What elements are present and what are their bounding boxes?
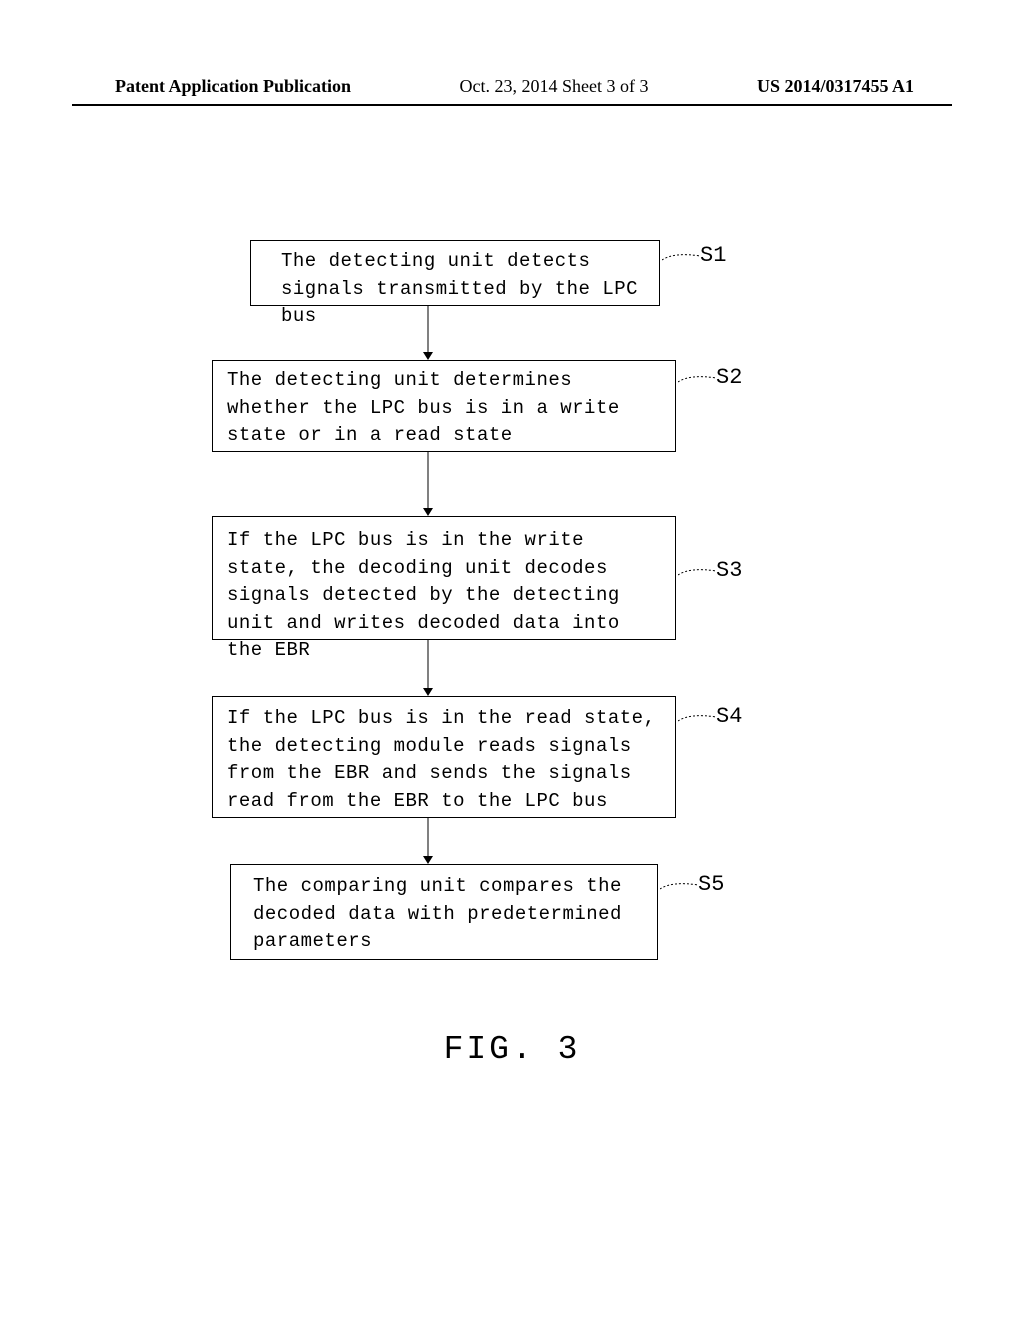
leader-line-icon bbox=[662, 246, 700, 266]
step-label: S4 bbox=[716, 704, 742, 729]
arrow-down-icon bbox=[423, 640, 433, 696]
flow-step-s1: The detecting unit detects signals trans… bbox=[250, 240, 660, 306]
leader-line-icon bbox=[678, 368, 716, 388]
header-right: US 2014/0317455 A1 bbox=[757, 76, 914, 97]
header-underline bbox=[72, 104, 952, 106]
step-label-group: S1 bbox=[662, 243, 726, 268]
arrow-down-icon bbox=[423, 306, 433, 360]
step-label: S5 bbox=[698, 872, 724, 897]
step-label-group: S4 bbox=[678, 704, 742, 729]
step-label: S1 bbox=[700, 243, 726, 268]
step-label: S2 bbox=[716, 365, 742, 390]
flow-box: If the LPC bus is in the write state, th… bbox=[212, 516, 676, 640]
step-label-group: S5 bbox=[660, 872, 724, 897]
step-label: S3 bbox=[716, 558, 742, 583]
page: Patent Application Publication Oct. 23, … bbox=[0, 0, 1024, 1320]
flow-box: The detecting unit determines whether th… bbox=[212, 360, 676, 452]
flow-step-s3: If the LPC bus is in the write state, th… bbox=[212, 516, 676, 640]
arrow-down-icon bbox=[423, 452, 433, 516]
page-header: Patent Application Publication Oct. 23, … bbox=[0, 76, 1024, 97]
flow-box: The comparing unit compares the decoded … bbox=[230, 864, 658, 960]
header-left: Patent Application Publication bbox=[115, 76, 351, 97]
leader-line-icon bbox=[678, 561, 716, 581]
flow-box: The detecting unit detects signals trans… bbox=[250, 240, 660, 306]
flow-step-s4: If the LPC bus is in the read state, the… bbox=[212, 696, 676, 818]
figure-caption: FIG. 3 bbox=[0, 1031, 1024, 1068]
flowchart: The detecting unit detects signals trans… bbox=[0, 240, 1024, 960]
flow-step-s5: The comparing unit compares the decoded … bbox=[230, 864, 658, 960]
step-label-group: S3 bbox=[678, 558, 742, 583]
leader-line-icon bbox=[660, 875, 698, 895]
leader-line-icon bbox=[678, 707, 716, 727]
arrow-down-icon bbox=[423, 818, 433, 864]
flow-step-s2: The detecting unit determines whether th… bbox=[212, 360, 676, 452]
header-center: Oct. 23, 2014 Sheet 3 of 3 bbox=[460, 76, 649, 97]
flow-box: If the LPC bus is in the read state, the… bbox=[212, 696, 676, 818]
step-label-group: S2 bbox=[678, 365, 742, 390]
